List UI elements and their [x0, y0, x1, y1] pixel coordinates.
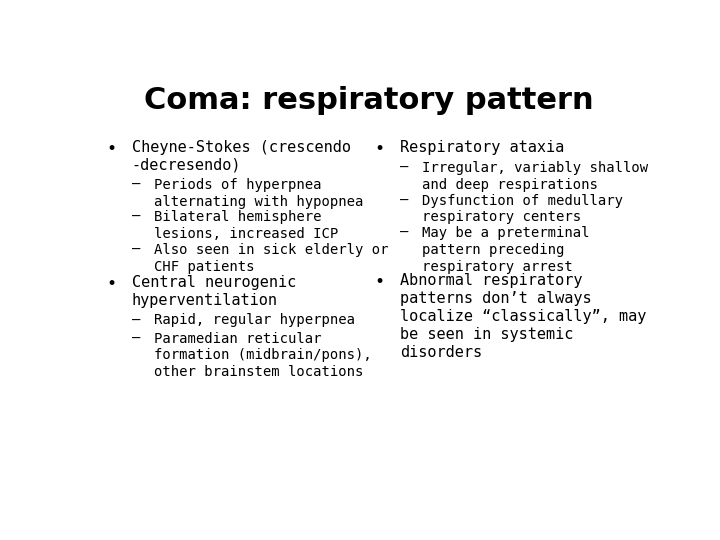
Text: Periods of hyperpnea
alternating with hypopnea: Periods of hyperpnea alternating with hy… — [154, 178, 364, 208]
Text: Also seen in sick elderly or
CHF patients: Also seen in sick elderly or CHF patient… — [154, 243, 389, 274]
Text: –: – — [400, 194, 408, 208]
Text: –: – — [132, 210, 140, 224]
Text: –: – — [400, 161, 408, 176]
Text: –: – — [132, 243, 140, 256]
Text: Dysfunction of medullary
respiratory centers: Dysfunction of medullary respiratory cen… — [422, 194, 623, 225]
Text: •: • — [107, 140, 117, 158]
Text: Abnormal respiratory
patterns don’t always
localize “classically”, may
be seen i: Abnormal respiratory patterns don’t alwa… — [400, 273, 646, 360]
Text: Cheyne-Stokes (crescendo
-decresendo): Cheyne-Stokes (crescendo -decresendo) — [132, 140, 351, 173]
Text: Central neurogenic
hyperventilation: Central neurogenic hyperventilation — [132, 275, 296, 308]
Text: May be a preterminal
pattern preceding
respiratory arrest: May be a preterminal pattern preceding r… — [422, 226, 590, 274]
Text: –: – — [132, 332, 140, 346]
Text: •: • — [374, 140, 384, 158]
Text: –: – — [400, 226, 408, 240]
Text: •: • — [374, 273, 384, 291]
Text: Bilateral hemisphere
lesions, increased ICP: Bilateral hemisphere lesions, increased … — [154, 210, 338, 241]
Text: –: – — [132, 313, 140, 327]
Text: –: – — [132, 178, 140, 192]
Text: Paramedian reticular
formation (midbrain/pons),
other brainstem locations: Paramedian reticular formation (midbrain… — [154, 332, 372, 379]
Text: Respiratory ataxia: Respiratory ataxia — [400, 140, 564, 154]
Text: Coma: respiratory pattern: Coma: respiratory pattern — [144, 85, 594, 114]
Text: •: • — [107, 275, 117, 293]
Text: Irregular, variably shallow
and deep respirations: Irregular, variably shallow and deep res… — [422, 161, 648, 192]
Text: Rapid, regular hyperpnea: Rapid, regular hyperpnea — [154, 313, 355, 327]
